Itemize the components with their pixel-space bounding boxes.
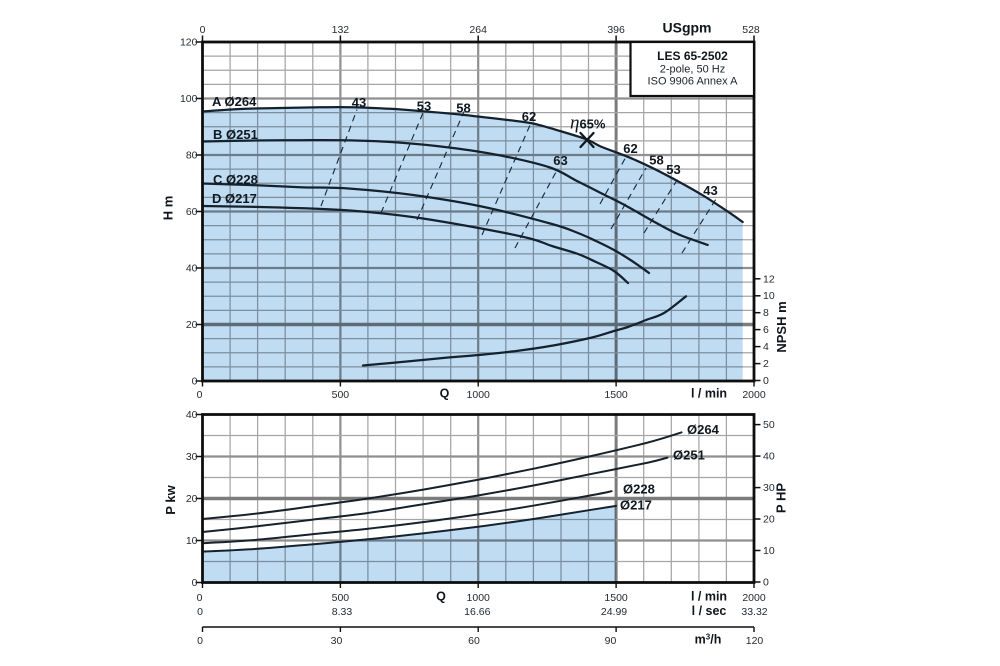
svg-text:0: 0 [197,606,203,618]
svg-text:40: 40 [186,409,198,421]
svg-text:2-pole, 50 Hz: 2-pole, 50 Hz [660,64,725,76]
svg-text:528: 528 [742,24,760,36]
svg-text:4: 4 [763,341,769,353]
svg-text:120: 120 [746,635,764,647]
svg-text:63: 63 [553,153,567,168]
svg-text:90: 90 [605,635,617,647]
svg-text:l / min: l / min [691,590,727,604]
svg-text:12: 12 [763,273,775,285]
svg-text:6: 6 [763,324,769,336]
svg-text:0: 0 [197,635,203,647]
svg-text:30: 30 [331,635,343,647]
svg-text:20: 20 [186,493,198,505]
svg-text:8.33: 8.33 [332,606,353,618]
svg-text:53: 53 [666,162,680,177]
svg-text:ISO 9906 Annex A: ISO 9906 Annex A [648,76,739,88]
svg-text:43: 43 [703,183,717,198]
svg-text:l / sec: l / sec [692,604,727,618]
svg-text:0: 0 [192,577,198,589]
svg-text:1000: 1000 [467,592,491,604]
svg-text:20: 20 [186,319,198,331]
svg-text:10: 10 [763,545,775,557]
svg-text:D Ø217: D Ø217 [212,191,257,206]
svg-text:2: 2 [763,358,769,370]
svg-text:0: 0 [200,24,206,36]
svg-text:l / min: l / min [691,387,727,401]
svg-text:60: 60 [186,206,198,218]
svg-text:16.66: 16.66 [464,606,490,618]
svg-text:100: 100 [180,93,198,105]
svg-text:33.32: 33.32 [741,606,767,618]
svg-text:1500: 1500 [604,592,628,604]
svg-text:60: 60 [468,635,480,647]
svg-text:500: 500 [332,592,350,604]
svg-text:2000: 2000 [742,389,766,401]
svg-text:500: 500 [332,389,350,401]
svg-text:P HP: P HP [774,483,789,513]
svg-text:0: 0 [192,376,198,388]
svg-text:20: 20 [763,514,775,526]
svg-text:53: 53 [417,99,431,114]
svg-text:10: 10 [763,290,775,302]
svg-text:10: 10 [186,535,198,547]
svg-text:80: 80 [186,150,198,162]
svg-text:Q: Q [440,387,450,401]
svg-text:58: 58 [649,153,663,168]
svg-text:62: 62 [522,109,536,124]
svg-text:132: 132 [332,24,350,36]
svg-text:264: 264 [469,24,487,36]
svg-text:43: 43 [352,95,366,110]
svg-text:P kw: P kw [163,484,178,514]
svg-text:40: 40 [186,263,198,275]
svg-text:H m: H m [161,196,176,221]
svg-text:Ø251: Ø251 [673,448,705,463]
svg-text:50: 50 [763,419,775,431]
svg-text:120: 120 [180,37,198,49]
svg-text:Ø264: Ø264 [687,422,720,437]
svg-text:1000: 1000 [467,389,491,401]
svg-text:0: 0 [197,389,203,401]
svg-text:A Ø264: A Ø264 [212,94,257,109]
svg-text:396: 396 [607,24,625,36]
svg-text:0: 0 [763,577,769,589]
svg-text:8: 8 [763,307,769,319]
svg-text:η65%: η65% [570,113,606,134]
svg-text:USgpm: USgpm [663,20,712,36]
svg-text:C Ø228: C Ø228 [213,172,258,187]
svg-text:1500: 1500 [604,389,628,401]
svg-text:m3/h: m3/h [695,633,722,647]
svg-text:2000: 2000 [742,592,766,604]
svg-text:Ø228: Ø228 [623,482,655,497]
svg-text:24.99: 24.99 [601,606,627,618]
svg-text:30: 30 [186,451,198,463]
svg-text:Q: Q [436,590,446,604]
svg-text:40: 40 [763,451,775,463]
svg-text:58: 58 [456,101,470,116]
svg-text:NPSH m: NPSH m [774,301,789,352]
svg-text:62: 62 [623,141,637,156]
svg-text:0: 0 [763,375,769,387]
svg-text:30: 30 [763,482,775,494]
svg-text:0: 0 [197,592,203,604]
svg-text:Ø217: Ø217 [620,498,652,513]
svg-text:LES 65-2502: LES 65-2502 [657,49,728,63]
svg-text:B Ø251: B Ø251 [213,127,258,142]
